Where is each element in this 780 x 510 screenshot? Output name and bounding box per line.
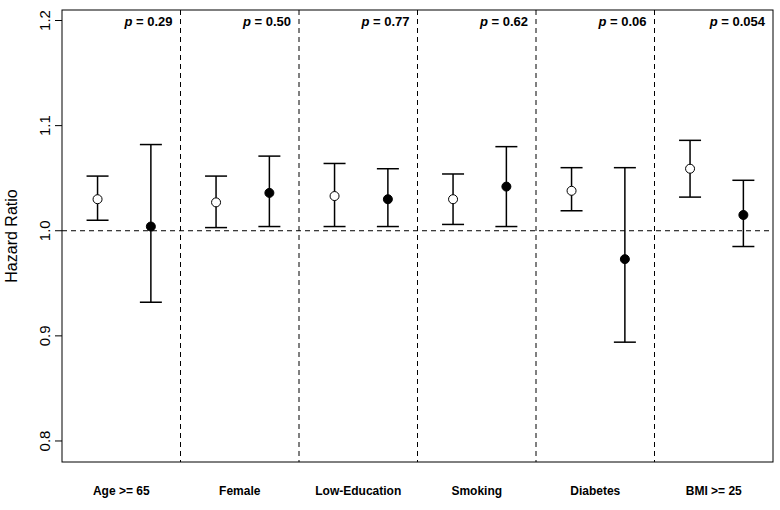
- y-tick-label: 1.2: [36, 10, 53, 31]
- point: [620, 255, 629, 264]
- error-bar-cap: [495, 146, 517, 148]
- error-bar: [377, 169, 399, 227]
- error-bar-cap: [614, 341, 636, 343]
- error-bar-cap: [442, 224, 464, 226]
- group-separator: [299, 10, 300, 462]
- p-text: = 0.06: [606, 14, 646, 29]
- x-tick-label: BMI >= 25: [686, 484, 742, 498]
- chart: 0.8 0.9 1.0 1.1 1.2 Hazard Ratio Age >= 65 Fema…: [0, 0, 780, 510]
- error-bar-cap: [87, 219, 109, 221]
- y-tick: [55, 440, 62, 441]
- point: [449, 195, 458, 204]
- error-bar: [205, 176, 227, 228]
- error-bar-cap: [561, 167, 583, 169]
- p-text: = 0.50: [251, 14, 291, 29]
- error-bar: [614, 168, 636, 342]
- plot-marks: [62, 140, 773, 342]
- point: [265, 188, 274, 197]
- error-bar-cap: [258, 155, 280, 157]
- point: [212, 198, 221, 207]
- x-tick-label: Low-Education: [315, 484, 401, 498]
- error-bar-cap: [205, 227, 227, 229]
- point: [739, 210, 748, 219]
- error-bar: [442, 174, 464, 224]
- y-tick-label: 0.8: [36, 431, 53, 452]
- error-bar: [732, 180, 754, 246]
- p-symbol: p: [360, 14, 369, 29]
- error-bar-cap: [442, 173, 464, 175]
- p-symbol: p: [709, 14, 718, 29]
- p-text: = 0.054: [718, 14, 766, 29]
- p-value: p = 0.29: [123, 14, 172, 29]
- y-tick-label: 1.0: [36, 220, 53, 241]
- error-bar: [258, 156, 280, 226]
- group-separator: [536, 10, 537, 462]
- point: [93, 195, 102, 204]
- y-tick-label: 0.9: [36, 325, 53, 346]
- x-tick-label: Smoking: [451, 484, 502, 498]
- x-tick-label: Age >= 65: [93, 484, 150, 498]
- y-axis-label: Hazard Ratio: [3, 189, 20, 282]
- error-bar: [495, 147, 517, 227]
- x-tick-label: Female: [219, 484, 261, 498]
- p-text: = 0.77: [369, 14, 409, 29]
- y-tick-label: 1.1: [36, 115, 53, 136]
- error-bar: [561, 168, 583, 211]
- p-text: = 0.29: [132, 14, 172, 29]
- p-value: p = 0.054: [709, 14, 766, 29]
- p-value: p = 0.62: [479, 14, 528, 29]
- p-value: p = 0.50: [242, 14, 291, 29]
- error-bar-cap: [205, 175, 227, 177]
- x-tick-label: Diabetes: [570, 484, 620, 498]
- error-bar: [324, 163, 346, 226]
- error-bar-cap: [679, 196, 701, 198]
- error-bar-cap: [732, 180, 754, 182]
- p-text: = 0.62: [488, 14, 528, 29]
- group-separator: [417, 10, 418, 462]
- error-bar-cap: [495, 226, 517, 228]
- point: [567, 186, 576, 195]
- y-tick: [55, 20, 62, 21]
- error-bar-cap: [614, 167, 636, 169]
- point: [330, 192, 339, 201]
- error-bar: [87, 176, 109, 220]
- point: [146, 222, 155, 231]
- group-separator: [180, 10, 181, 462]
- plot-frame: [62, 10, 773, 462]
- error-bar-cap: [732, 246, 754, 248]
- error-bar-cap: [561, 210, 583, 212]
- y-tick: [55, 230, 62, 231]
- error-bar-cap: [87, 175, 109, 177]
- error-bar-cap: [377, 168, 399, 170]
- error-bar-cap: [324, 163, 346, 165]
- p-value: p = 0.06: [597, 14, 646, 29]
- error-bar: [679, 140, 701, 197]
- error-bar-cap: [140, 144, 162, 146]
- point: [686, 164, 695, 173]
- point: [383, 195, 392, 204]
- p-symbol: p: [242, 14, 251, 29]
- error-bar: [140, 145, 162, 303]
- error-bar-cap: [140, 301, 162, 303]
- error-bar-cap: [324, 226, 346, 228]
- point: [502, 182, 511, 191]
- p-value: p = 0.77: [360, 14, 409, 29]
- reference-line: [62, 230, 773, 231]
- y-tick: [55, 335, 62, 336]
- error-bar-cap: [377, 226, 399, 228]
- error-bar-cap: [258, 226, 280, 228]
- p-symbol: p: [597, 14, 606, 29]
- error-bar-cap: [679, 140, 701, 142]
- y-tick: [55, 125, 62, 126]
- group-separator: [654, 10, 655, 462]
- p-symbol: p: [123, 14, 132, 29]
- p-symbol: p: [479, 14, 488, 29]
